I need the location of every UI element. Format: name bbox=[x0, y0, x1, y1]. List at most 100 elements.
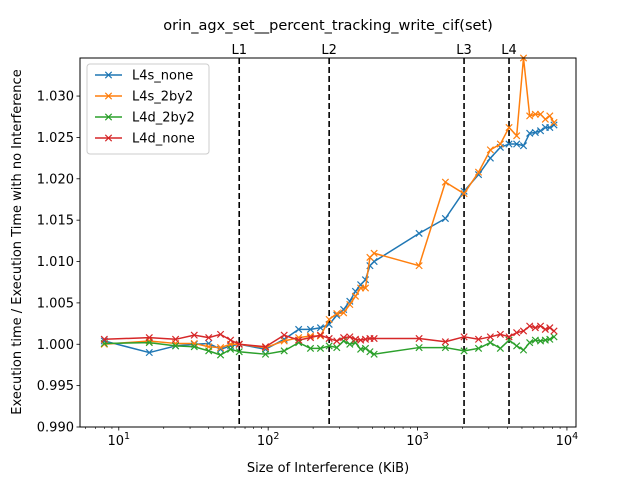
data-point bbox=[441, 214, 450, 223]
data-point bbox=[306, 344, 315, 353]
data-point bbox=[541, 325, 549, 333]
data-point bbox=[333, 343, 341, 352]
data-point bbox=[340, 334, 348, 342]
data-point bbox=[366, 348, 374, 356]
data-point bbox=[526, 129, 534, 137]
legend-label: L4s_2by2 bbox=[132, 90, 193, 105]
data-point bbox=[541, 115, 549, 123]
data-point bbox=[496, 140, 504, 148]
data-point bbox=[513, 329, 521, 337]
data-point bbox=[531, 324, 539, 332]
data-point bbox=[519, 142, 528, 150]
data-point bbox=[306, 334, 315, 342]
vline-label-l2: L2 bbox=[321, 43, 337, 58]
series-l4s-none bbox=[100, 121, 558, 357]
data-point bbox=[546, 324, 554, 332]
y-tick-label: 1.030 bbox=[37, 90, 74, 105]
data-point bbox=[295, 336, 303, 344]
data-point bbox=[306, 325, 315, 333]
data-point bbox=[531, 128, 539, 137]
data-point bbox=[333, 310, 341, 318]
vline-label-l3: L3 bbox=[456, 43, 472, 58]
legend-entry: L4s_2by2 bbox=[95, 90, 193, 105]
legend-swatch-marker bbox=[104, 113, 113, 121]
data-point bbox=[216, 351, 225, 359]
chart-title: orin_agx_set__percent_tracking_write_cif… bbox=[163, 18, 493, 34]
data-point bbox=[346, 333, 354, 341]
data-point bbox=[486, 146, 494, 154]
x-tick-base: 10 bbox=[556, 434, 573, 449]
data-point bbox=[486, 154, 494, 162]
vline-label-l1: L1 bbox=[231, 43, 247, 58]
x-tick-label: 103 bbox=[406, 431, 429, 449]
data-point bbox=[550, 333, 558, 341]
x-tick-exponent: 4 bbox=[572, 431, 578, 442]
legend-swatch-marker bbox=[104, 134, 113, 142]
data-point bbox=[370, 334, 378, 343]
data-point bbox=[346, 300, 354, 309]
data-point bbox=[550, 121, 558, 129]
x-tick-base: 10 bbox=[257, 434, 274, 449]
data-point bbox=[505, 333, 513, 341]
data-point bbox=[531, 110, 539, 118]
x-tick-base: 10 bbox=[107, 434, 124, 449]
data-point bbox=[460, 333, 468, 341]
data-point bbox=[505, 123, 513, 132]
x-tick-label: 102 bbox=[257, 431, 280, 449]
data-point bbox=[190, 343, 198, 351]
data-point bbox=[295, 338, 303, 347]
x-tick-label: 104 bbox=[556, 431, 579, 449]
data-point bbox=[216, 330, 225, 338]
data-point bbox=[526, 322, 534, 330]
data-point bbox=[415, 229, 423, 238]
data-point bbox=[235, 348, 243, 356]
data-point bbox=[415, 262, 423, 270]
data-point bbox=[513, 132, 521, 140]
data-point bbox=[325, 315, 333, 324]
y-axis-label: Execution time / Execution Time with no … bbox=[10, 69, 25, 414]
data-point bbox=[190, 339, 198, 348]
y-tick-label: 0.990 bbox=[37, 421, 74, 436]
y-tick-label: 0.995 bbox=[37, 379, 74, 394]
series-l4d-none bbox=[100, 322, 558, 351]
data-point bbox=[226, 336, 235, 344]
data-point bbox=[526, 112, 534, 120]
data-point bbox=[361, 344, 370, 353]
plot-frame bbox=[79, 57, 577, 428]
x-tick-exponent: 1 bbox=[124, 431, 130, 442]
data-point bbox=[333, 337, 341, 345]
data-point bbox=[261, 350, 270, 358]
data-point bbox=[486, 333, 494, 341]
data-point bbox=[325, 334, 333, 343]
data-point bbox=[519, 346, 528, 354]
vline-label-l4: L4 bbox=[501, 43, 517, 58]
data-point bbox=[550, 327, 558, 335]
data-point bbox=[474, 171, 483, 179]
data-point bbox=[415, 343, 423, 352]
data-point bbox=[280, 331, 288, 339]
data-point bbox=[505, 140, 513, 148]
x-axis-label: Size of Interference (KiB) bbox=[247, 461, 409, 476]
y-tick-label: 1.005 bbox=[37, 296, 74, 311]
series-l4d-2by2 bbox=[100, 333, 558, 359]
data-point bbox=[474, 168, 483, 176]
y-tick-label: 1.010 bbox=[37, 255, 74, 270]
y-tick-label: 1.000 bbox=[37, 338, 74, 353]
data-point bbox=[235, 340, 243, 348]
data-point bbox=[295, 325, 303, 333]
legend-label: L4d_none bbox=[132, 132, 195, 147]
data-point bbox=[226, 345, 235, 353]
y-axis-ticks: 0.990 0.995 1.000 1.005 1.010 1.015 1.020 1.025… bbox=[37, 90, 80, 436]
data-point bbox=[171, 335, 180, 343]
data-point bbox=[550, 118, 558, 127]
data-point bbox=[316, 344, 325, 353]
data-point bbox=[351, 338, 360, 347]
data-point bbox=[496, 330, 504, 338]
legend-entry: L4d_none bbox=[95, 132, 195, 147]
data-point bbox=[546, 335, 554, 343]
data-point bbox=[145, 348, 153, 357]
data-point bbox=[100, 335, 108, 343]
x-tick-exponent: 2 bbox=[273, 431, 279, 442]
data-point bbox=[190, 331, 198, 339]
legend-entry: L4s_none bbox=[95, 69, 193, 84]
